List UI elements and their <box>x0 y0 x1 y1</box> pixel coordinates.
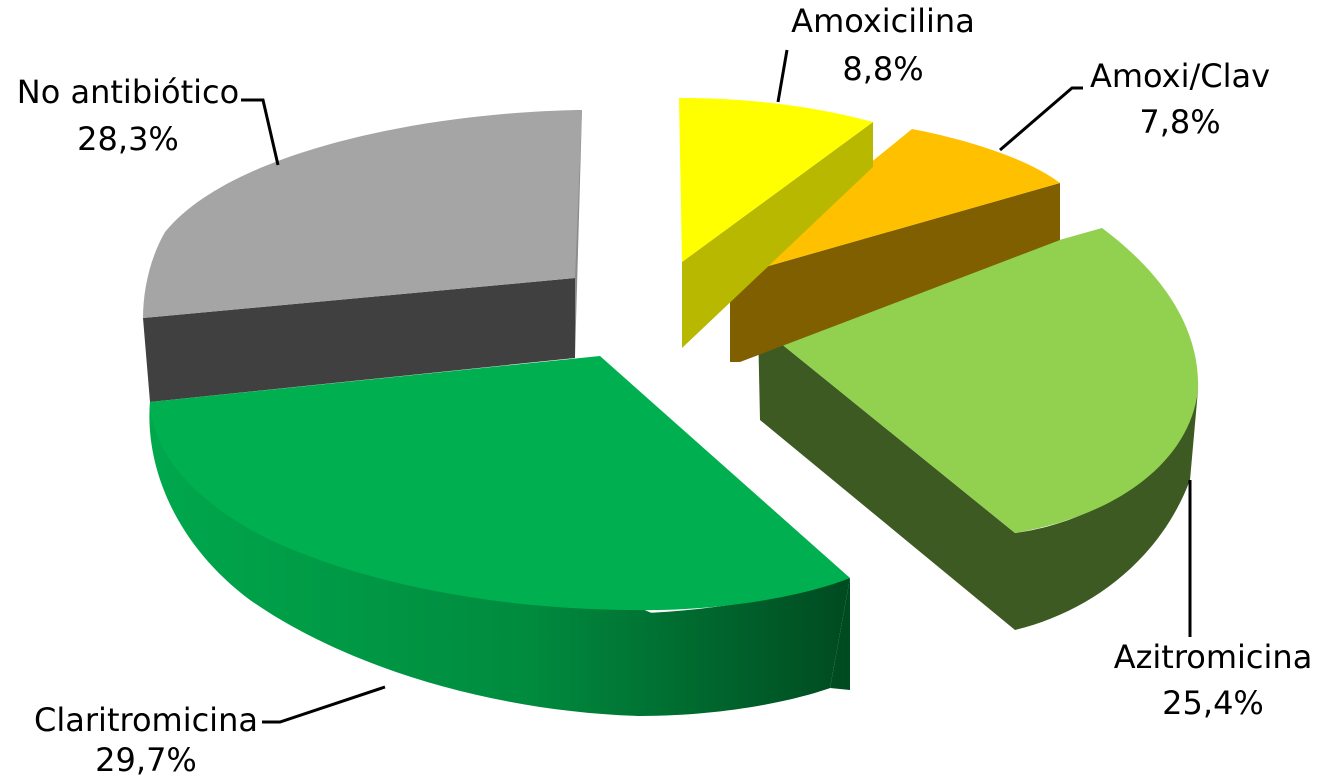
slice-amoxicilina-side <box>682 122 873 348</box>
leader-amoxiclav <box>999 86 1083 152</box>
label-no-antibiotico-name: No antibiótico <box>17 73 239 111</box>
leader-no-antibiotico <box>241 98 280 166</box>
slice-no-antibiotico-side <box>143 278 575 402</box>
slice-amoxicilina-face <box>679 98 873 262</box>
slice-claritromicina-face <box>150 356 850 611</box>
label-amoxicilina-pct: 8,8% <box>842 50 923 88</box>
label-amoxiclav-pct: 7,8% <box>1139 103 1220 141</box>
slice-claritromicina-wall <box>149 402 850 716</box>
slice-amoxiclav <box>730 129 1060 362</box>
slice-claritromicina <box>149 356 850 716</box>
slice-no-antibiotico <box>143 110 582 402</box>
label-no-antibiotico-pct: 28,3% <box>77 120 179 158</box>
label-amoxiclav-name: Amoxi/Clav <box>1090 57 1270 95</box>
slice-amoxicilina <box>679 98 873 348</box>
label-amoxicilina-name: Amoxicilina <box>791 2 975 40</box>
leader-claritromicina <box>262 685 386 724</box>
leader-lines <box>241 49 1192 724</box>
slice-labels: Amoxicilina 8,8% Amoxi/Clav 7,8% Azitrom… <box>17 2 1313 777</box>
slice-azitromicina-wall <box>758 325 1198 630</box>
label-azitromicina-pct: 25,4% <box>1162 684 1264 722</box>
slice-amoxiclav-side <box>730 183 1060 362</box>
label-claritromicina-name: Claritromicina <box>34 701 258 739</box>
label-claritromicina-pct: 29,7% <box>95 741 197 777</box>
slice-no-antibiotico-face <box>143 110 582 318</box>
slice-amoxiclav-face <box>730 129 1060 277</box>
leader-amoxicilina <box>776 49 789 103</box>
label-azitromicina-name: Azitromicina <box>1114 638 1313 676</box>
